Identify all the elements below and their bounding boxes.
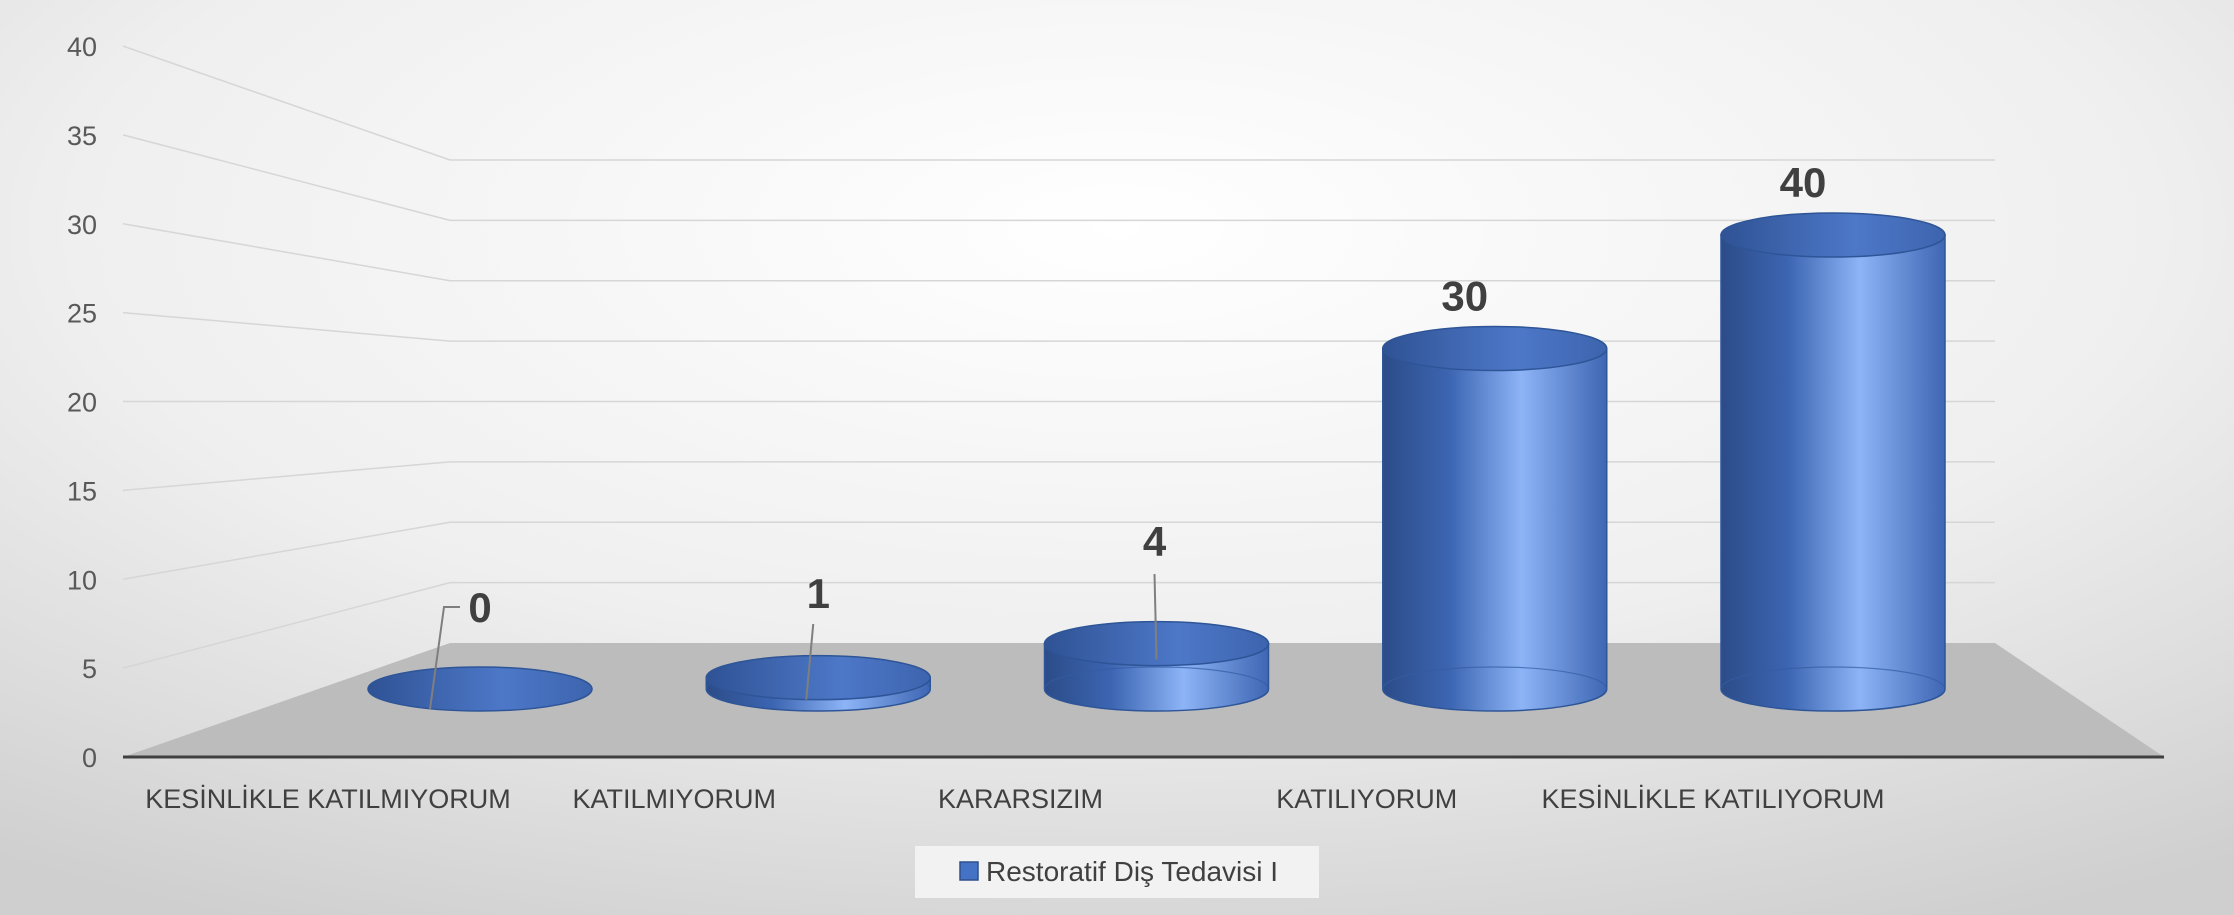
category-label: KESİNLİKLE KATILMIYORUM [145, 783, 511, 814]
y-axis-ticks: 0 5 10 15 20 25 30 35 40 [67, 32, 97, 773]
category-label: KATILIYORUM [1276, 784, 1457, 814]
bar-base-rim [1382, 666, 1608, 690]
gridline-diagonal [122, 581, 451, 669]
y-tick-label: 35 [67, 121, 97, 151]
y-tick-label: 40 [67, 32, 97, 62]
category-label: KARARSIZIM [938, 784, 1103, 814]
y-tick-label: 15 [67, 476, 97, 506]
category-labels: KESİNLİKLE KATILMIYORUM KATILMIYORUM KARAR… [145, 783, 1884, 814]
category-label: KESİNLİKLE KATILIYORUM [1541, 783, 1884, 814]
bar[interactable] [1720, 212, 1946, 712]
gridline-diagonal [122, 461, 451, 492]
gridline-diagonal [122, 45, 451, 161]
data-label: 4 [1143, 518, 1167, 565]
bar-top-cap [367, 666, 593, 712]
data-label: 0 [468, 584, 491, 631]
y-tick-label: 30 [67, 210, 97, 240]
bars [367, 212, 1946, 712]
bar-base-rim [1720, 666, 1946, 690]
y-tick-label: 20 [67, 388, 97, 418]
leader-line [429, 606, 460, 710]
bar-body [1382, 347, 1608, 712]
data-label: 40 [1780, 159, 1827, 206]
leader-line [1153, 573, 1158, 660]
bar[interactable] [367, 666, 593, 712]
y-tick-label: 5 [82, 654, 97, 684]
gridline-diagonal [122, 311, 451, 342]
legend-swatch [959, 861, 979, 881]
legend-label: Restoratif Diş Tedavisi I [986, 856, 1278, 887]
gridline-diagonal [122, 521, 451, 580]
category-label: KATILMIYORUM [572, 784, 776, 814]
data-label: 1 [807, 570, 830, 617]
bar-top-cap [705, 654, 931, 701]
gridline-diagonal [122, 134, 451, 222]
data-labels: 0 1 4 30 40 [429, 159, 1827, 710]
legend-box [915, 846, 1319, 898]
bar-body [1720, 234, 1946, 712]
bar[interactable] [705, 654, 931, 712]
y-tick-label: 0 [82, 743, 97, 773]
bar-base-rim [1043, 666, 1270, 690]
bar-top-cap [1720, 212, 1946, 258]
data-label: 30 [1441, 273, 1488, 320]
y-tick-label: 10 [67, 565, 97, 595]
legend[interactable]: Restoratif Diş Tedavisi I [915, 846, 1319, 898]
bar-top-cap [1382, 325, 1608, 372]
y-tick-label: 25 [67, 299, 97, 329]
gridline-diagonal [122, 223, 451, 282]
bar[interactable] [1382, 325, 1608, 712]
leader-line [805, 623, 815, 700]
